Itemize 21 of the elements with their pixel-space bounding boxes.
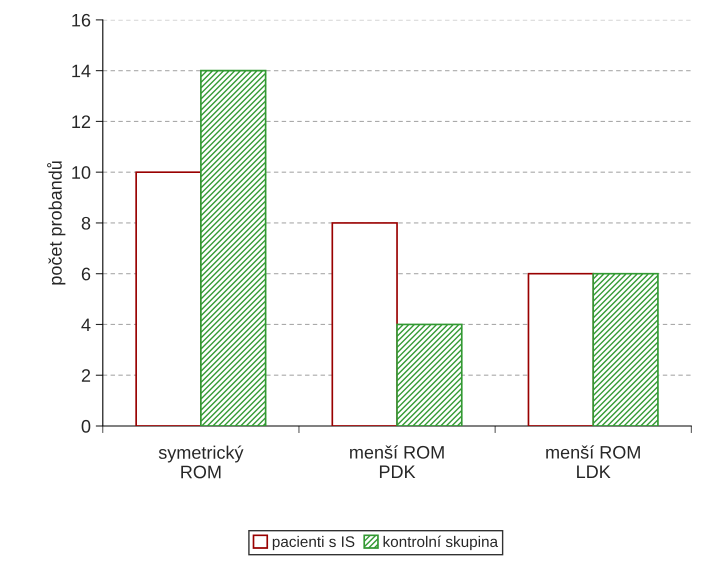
y-tick-label: 12 [72, 115, 90, 128]
y-tick-label: 10 [72, 166, 90, 179]
y-tick-label: 8 [82, 216, 90, 230]
legend-label: kontrolní skupina [384, 536, 498, 550]
y-tick-label: 16 [72, 14, 90, 27]
x-tick-label: menší ROM PDK [350, 445, 444, 478]
y-tick-label: 2 [82, 369, 90, 382]
bar [200, 70, 266, 426]
x-tick-label: menší ROM LDK [546, 445, 640, 478]
bar [331, 222, 398, 426]
y-tick-label: 6 [82, 268, 90, 280]
bar [396, 324, 463, 426]
y-tick-label: 4 [81, 318, 90, 332]
legend-label: pacienti s IS [272, 536, 354, 550]
y-tick-label: 0 [82, 420, 90, 433]
x-tick-label: symetrický ROM [158, 445, 244, 478]
bar [528, 272, 594, 426]
bar [135, 171, 202, 426]
y-tick-label: 14 [72, 64, 90, 78]
y-axis-title: počet probandů [47, 161, 66, 285]
bar [592, 272, 659, 426]
